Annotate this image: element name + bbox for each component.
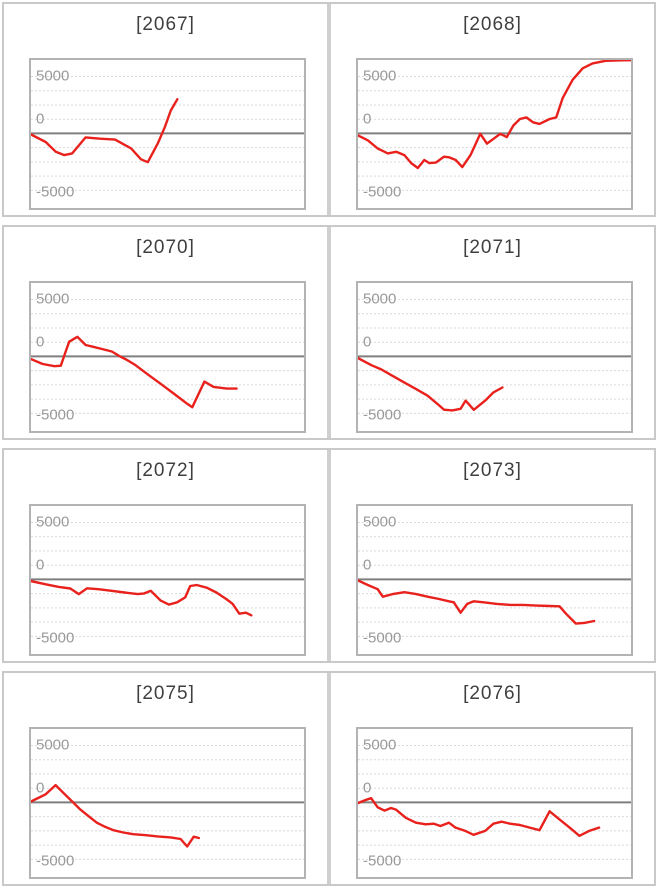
y-tick-label: 5000: [36, 68, 69, 85]
chart-title: [2072]: [136, 460, 195, 481]
y-tick-label: 0: [36, 779, 44, 796]
plot-area: 5000 0 -5000: [356, 58, 633, 210]
chart-cell: [2068] 5000 0 -5000: [331, 4, 654, 215]
series-line: [31, 783, 201, 848]
y-tick-label: -5000: [363, 629, 401, 646]
chart-cell: [2073] 5000 0 -5000: [331, 450, 654, 661]
y-tick-label: 5000: [363, 68, 396, 85]
y-tick-label: -5000: [36, 852, 74, 869]
chart-title: [2067]: [136, 14, 195, 35]
chart-title: [2075]: [136, 683, 195, 704]
cell-divider: [327, 227, 331, 438]
chart-cell: [2071] 5000 0 -5000: [331, 227, 654, 438]
chart-title: [2068]: [463, 14, 522, 35]
chart-canvas: 5000 0 -5000: [358, 737, 631, 869]
y-tick-label: -5000: [363, 406, 401, 423]
series-line: [31, 579, 253, 617]
y-tick-label: 0: [36, 556, 44, 573]
chart-canvas: 5000 0 -5000: [358, 291, 631, 423]
plot-area: 5000 0 -5000: [356, 504, 633, 656]
chart-canvas: 5000 0 -5000: [31, 68, 304, 200]
plot-area: 5000 0 -5000: [29, 58, 306, 210]
series-line: [358, 356, 504, 412]
chart-cell: [2076] 5000 0 -5000: [331, 673, 654, 884]
plot-area: 5000 0 -5000: [29, 727, 306, 879]
plot-area: 5000 0 -5000: [29, 281, 306, 433]
chart-cell: [2070] 5000 0 -5000: [4, 227, 327, 438]
series-line: [358, 60, 631, 170]
y-tick-label: 5000: [36, 737, 69, 754]
chart-row: [2075] 5000 0 -5000 [2076] 5000 0 -5000: [2, 671, 656, 886]
plot-area: 5000 0 -5000: [29, 504, 306, 656]
chart-title: [2076]: [463, 683, 522, 704]
cell-divider: [327, 4, 331, 215]
y-tick-label: 0: [363, 110, 371, 127]
chart-cell: [2072] 5000 0 -5000: [4, 450, 327, 661]
chart-title: [2070]: [136, 237, 195, 258]
y-tick-label: 0: [363, 556, 371, 573]
series-line: [31, 98, 179, 164]
y-tick-label: -5000: [36, 183, 74, 200]
y-tick-label: -5000: [363, 183, 401, 200]
y-tick-label: 5000: [36, 514, 69, 531]
chart-canvas: 5000 0 -5000: [31, 737, 304, 869]
chart-canvas: 5000 0 -5000: [358, 60, 631, 200]
chart-row: [2070] 5000 0 -5000 [2071] 5000 0 -5000: [2, 225, 656, 440]
chart-canvas: 5000 0 -5000: [31, 291, 304, 423]
cell-divider: [327, 673, 331, 884]
chart-title: [2073]: [463, 460, 522, 481]
y-tick-label: 5000: [363, 514, 396, 531]
y-tick-label: 0: [363, 779, 371, 796]
chart-canvas: 5000 0 -5000: [31, 514, 304, 646]
chart-canvas: 5000 0 -5000: [358, 514, 631, 646]
plot-area: 5000 0 -5000: [356, 727, 633, 879]
y-tick-label: 0: [36, 333, 44, 350]
chart-cell: [2067] 5000 0 -5000: [4, 4, 327, 215]
cell-divider: [327, 450, 331, 661]
y-tick-label: 0: [36, 110, 44, 127]
chart-cell: [2075] 5000 0 -5000: [4, 673, 327, 884]
plot-area: 5000 0 -5000: [356, 281, 633, 433]
y-tick-label: -5000: [36, 406, 74, 423]
y-tick-label: -5000: [36, 629, 74, 646]
y-tick-label: -5000: [363, 852, 401, 869]
y-tick-label: 5000: [363, 291, 396, 308]
chart-title: [2071]: [463, 237, 522, 258]
chart-row: [2067] 5000 0 -5000 [2068] 5000 0 -5000: [2, 2, 656, 217]
y-tick-label: 0: [363, 333, 371, 350]
y-tick-label: 5000: [36, 291, 69, 308]
chart-row: [2072] 5000 0 -5000 [2073] 5000 0 -5000: [2, 448, 656, 663]
y-tick-label: 5000: [363, 737, 396, 754]
series-line: [358, 579, 596, 625]
series-line: [31, 335, 238, 409]
series-line: [358, 796, 601, 838]
